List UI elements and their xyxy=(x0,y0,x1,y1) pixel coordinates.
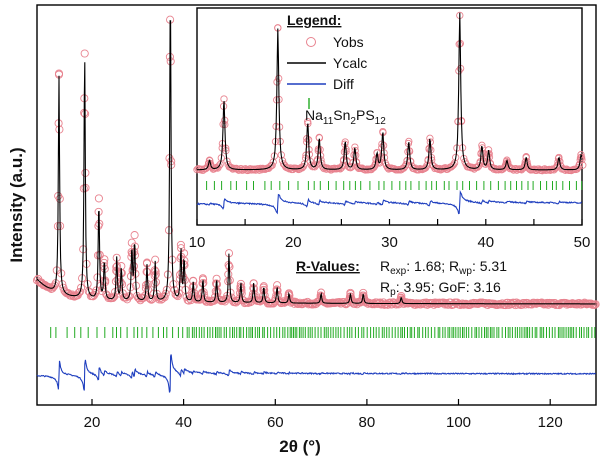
main-x-tick-label: 40 xyxy=(175,414,192,431)
inset-yobs-point xyxy=(278,157,287,165)
legend-ycalc-label: Ycalc xyxy=(333,55,367,71)
main-yobs-point xyxy=(470,299,479,308)
main-yobs-point xyxy=(94,194,103,203)
main-reflection-ticks xyxy=(50,327,596,338)
main-x-tick-label: 60 xyxy=(267,414,284,431)
main-yobs-point xyxy=(172,291,181,300)
legend: Legend: Yobs Ycalc Diff Na11Sn2PS12 xyxy=(287,12,386,127)
inset-yobs-point xyxy=(400,164,408,172)
main-yobs-point xyxy=(171,290,180,299)
inset-yobs-point xyxy=(266,163,274,171)
r-values-title: R-Values: xyxy=(296,258,360,274)
inset-yobs-point xyxy=(555,153,563,162)
legend-phase-label: Na11Sn2PS12 xyxy=(305,107,386,127)
main-yobs-point xyxy=(456,300,465,310)
main-yobs-point xyxy=(360,294,369,303)
main-yobs-point xyxy=(397,291,406,301)
main-yobs-point xyxy=(501,301,510,310)
inset-x-tick-label: 10 xyxy=(189,234,206,251)
inset-yobs-point xyxy=(298,164,306,172)
inset-x-tick-label: 50 xyxy=(574,234,591,251)
main-yobs-point xyxy=(148,294,157,303)
legend-yobs-label: Yobs xyxy=(333,34,364,50)
main-yobs-point xyxy=(76,283,86,292)
main-yobs-point xyxy=(517,300,527,309)
inset-yobs-point xyxy=(577,151,585,159)
main-yobs-point xyxy=(521,300,530,309)
inset-diff-line xyxy=(196,190,583,215)
inset-yobs-point xyxy=(538,167,546,175)
main-yobs-point xyxy=(575,299,584,308)
inset-yobs-point xyxy=(268,161,276,170)
main-yobs-point xyxy=(209,296,219,305)
main-yobs-point xyxy=(388,300,397,309)
inset-x-tick-label: 30 xyxy=(381,234,398,251)
main-yobs-point xyxy=(433,298,442,307)
main-yobs-point xyxy=(74,288,83,297)
inset-yobs-point xyxy=(561,166,570,174)
main-yobs-point xyxy=(204,296,213,305)
inset-yobs-point xyxy=(206,159,215,168)
inset-yobs-point xyxy=(373,148,381,157)
main-x-tick-label: 80 xyxy=(359,414,376,431)
legend-diff-label: Diff xyxy=(333,76,354,92)
inset-yobs-point xyxy=(504,160,512,168)
inset-ycalc-line xyxy=(197,12,583,171)
x-axis-title: 2θ (°) xyxy=(279,437,321,456)
legend-yobs-marker xyxy=(306,37,316,47)
main-x-tick-label: 120 xyxy=(538,414,563,431)
r-values-box: R-Values: Rexp: 1.68; Rwp: 5.31 Rp: 3.95… xyxy=(296,258,507,298)
main-yobs-point xyxy=(580,298,589,307)
inset-yobs-point xyxy=(244,166,252,175)
main-yobs-point xyxy=(481,298,490,308)
main-yobs-point xyxy=(206,297,215,307)
inset-x-tick-label: 20 xyxy=(285,234,302,251)
inset-x-tick-label: 40 xyxy=(477,234,494,251)
main-yobs-point xyxy=(75,287,84,296)
main-yobs-point xyxy=(370,300,379,309)
inset-frame xyxy=(196,7,583,226)
main-x-tick-label: 20 xyxy=(84,414,101,431)
main-ycalc-line xyxy=(36,20,596,305)
main-yobs-point xyxy=(440,300,450,309)
r-values-line-1: Rexp: 1.68; Rwp: 5.31 xyxy=(380,258,507,277)
main-yobs-point xyxy=(201,296,210,305)
main-yobs-point xyxy=(159,292,168,301)
main-yobs-point xyxy=(398,297,407,306)
main-yobs-point xyxy=(160,293,169,302)
main-x-axis: 20 40 60 80 100 120 xyxy=(84,399,563,431)
inset-yobs-point xyxy=(503,156,511,164)
main-yobs-point xyxy=(130,231,139,240)
main-yobs-point xyxy=(572,300,581,309)
inset-yobs-point xyxy=(450,159,459,167)
legend-title: Legend: xyxy=(287,12,341,28)
inset-yobs-point xyxy=(411,164,419,172)
main-plot-area xyxy=(32,15,600,393)
inset-yobs-point xyxy=(361,166,370,174)
inset-yobs-point xyxy=(449,161,458,169)
inset-yobs-point xyxy=(522,153,530,162)
main-x-tick-label: 100 xyxy=(446,414,471,431)
inset-yobs-point xyxy=(508,165,516,173)
inset-yobs-point xyxy=(215,162,223,170)
inset-yobs-point xyxy=(452,153,460,162)
main-yobs-point xyxy=(80,49,89,58)
main-yobs-point xyxy=(161,289,170,298)
inset-reflection-ticks xyxy=(206,181,583,190)
inset-x-axis: 10 20 30 40 50 xyxy=(189,219,591,251)
r-values-line-2: Rp: 3.95; GoF: 3.16 xyxy=(380,279,501,298)
main-yobs-point xyxy=(127,238,136,247)
main-yobs-point xyxy=(50,281,59,290)
main-yobs-point xyxy=(346,289,355,299)
y-axis-title: Intensity (a.u.) xyxy=(7,147,26,262)
main-plot-frame xyxy=(36,4,597,406)
main-yobs-point xyxy=(590,300,599,309)
inset-plot-area xyxy=(193,11,587,215)
main-yobs-point xyxy=(347,294,356,303)
main-diff-line xyxy=(36,354,596,393)
main-yobs-point xyxy=(543,298,552,307)
inset-yobs-point xyxy=(370,163,378,172)
main-yobs-point xyxy=(483,300,492,309)
